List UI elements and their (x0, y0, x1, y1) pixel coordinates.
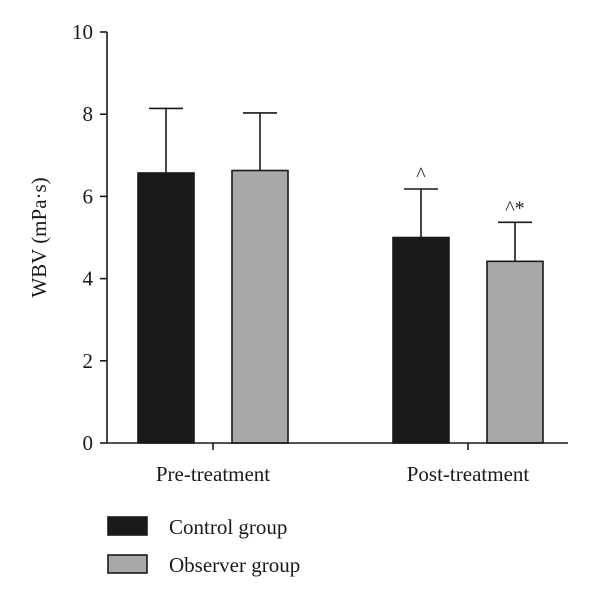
bar-control-grouppost-treatment (392, 236, 450, 444)
significance-annotation: ^* (505, 197, 524, 219)
y-tick-label: 6 (83, 184, 94, 208)
significance-annotation: ^ (416, 164, 426, 186)
x-tick-label: Pre-treatment (156, 462, 270, 486)
legend: Control group Observer group (107, 515, 300, 577)
x-tick-label: Post-treatment (407, 462, 530, 486)
y-tick-label: 4 (83, 267, 94, 291)
y-tick-label: 10 (72, 20, 93, 44)
y-tick-label: 8 (83, 102, 94, 126)
legend-swatch (107, 516, 148, 536)
bar-observer-grouppost-treatment (486, 260, 544, 444)
y-tick-label: 0 (83, 431, 94, 455)
bars-layer (137, 107, 544, 444)
y-tick-label: 2 (83, 349, 94, 373)
bar-control-grouppre-treatment (137, 172, 195, 444)
labels-layer: ^ ^* 0 2 4 6 8 10 Pre-treatment Post-treatment WBV… (27, 20, 529, 486)
axes-layer (100, 31, 568, 450)
bar-observer-grouppre-treatment (231, 169, 289, 444)
legend-swatch (107, 554, 148, 574)
y-axis-label: WBV (mPa·s) (27, 177, 51, 297)
legend-label: Control group (169, 515, 287, 539)
legend-label: Observer group (169, 553, 300, 577)
